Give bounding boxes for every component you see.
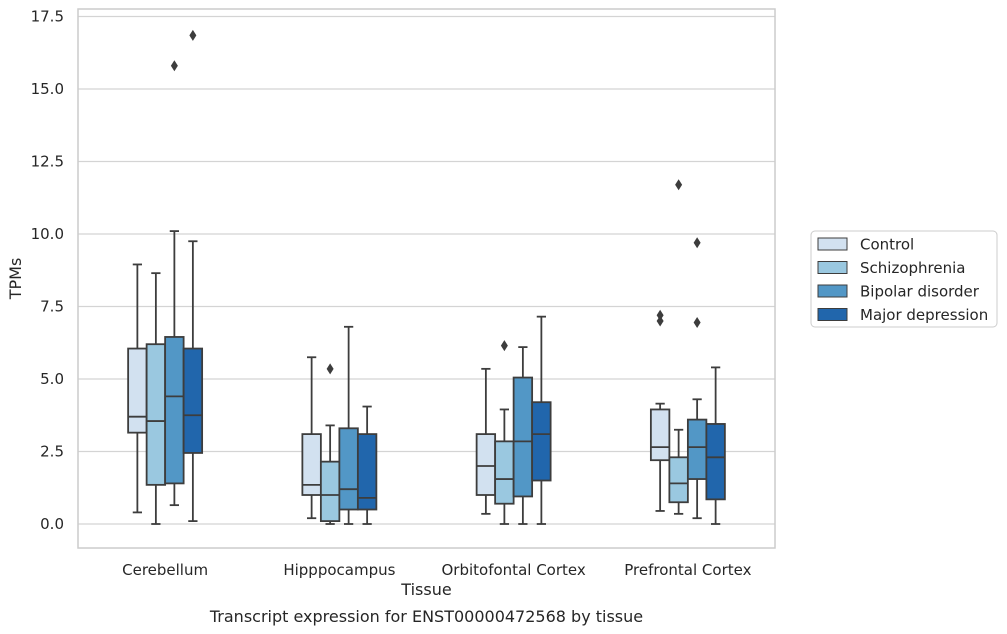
outlier-point (675, 179, 683, 191)
box-plot-series (127, 29, 726, 525)
series-major-depression (182, 29, 726, 525)
box (145, 343, 167, 486)
box (705, 423, 726, 501)
plot-frame (77, 8, 776, 549)
outlier-point (326, 363, 334, 375)
box (531, 401, 552, 482)
box (301, 433, 322, 496)
series-bipolar-disorder (164, 60, 708, 525)
x-tick-label: Cerebellum (122, 561, 208, 579)
y-tick-label: 15.0 (31, 80, 64, 98)
y-tick-label: 2.5 (40, 443, 64, 461)
x-tick-label: Hipppocampus (283, 561, 395, 579)
y-tick-label: 10.0 (31, 225, 64, 243)
outlier-point (500, 340, 508, 352)
legend-label: Bipolar disorder (860, 283, 980, 301)
series-schizophrenia (145, 179, 689, 525)
y-tick-label: 7.5 (40, 298, 64, 316)
y-tick-label: 0.0 (40, 515, 64, 533)
box (356, 433, 378, 511)
y-tick-label: 5.0 (40, 370, 64, 388)
x-axis-ticks: Cerebellum Hipppocampus Orbitofontal Corte… (122, 561, 751, 579)
legend-label: Control (860, 236, 914, 254)
series-control (127, 263, 671, 520)
legend-frame (810, 230, 998, 328)
outlier-point (693, 237, 701, 249)
x-tick-label: Orbitofontal Cortex (442, 561, 586, 579)
legend-label: Schizophrenia (860, 259, 965, 277)
legend-swatch (817, 237, 848, 251)
x-tick-label: Prefrontal Cortex (624, 561, 751, 579)
legend: Control Schizophrenia Bipolar disorder Majo… (810, 230, 998, 328)
box (494, 440, 515, 505)
outlier-point (189, 29, 197, 41)
box (668, 456, 689, 504)
box (338, 427, 359, 511)
legend-swatch (817, 308, 848, 321)
box (164, 336, 185, 485)
legend-swatch (817, 284, 848, 298)
legend-swatch (817, 261, 848, 274)
outlier-point (656, 309, 664, 321)
y-axis-label: TPMs (6, 258, 25, 301)
box (649, 408, 671, 462)
y-tick-label: 17.5 (31, 8, 64, 26)
box (319, 460, 341, 522)
box (127, 347, 148, 434)
outlier-point (693, 316, 701, 328)
legend-label: Major depression (860, 306, 988, 324)
box (686, 418, 708, 480)
box (182, 347, 204, 454)
chart-caption: Transcript expression for ENST0000047256… (209, 607, 643, 626)
outlier-point (656, 315, 664, 327)
y-axis-ticks: 0.0 2.5 5.0 7.5 10.0 12.5 15.0 17.5 (31, 8, 64, 534)
outlier-point (170, 60, 178, 72)
box (512, 376, 534, 498)
x-axis-label: Tissue (400, 580, 451, 599)
y-tick-label: 12.5 (31, 153, 64, 171)
box (475, 433, 497, 496)
